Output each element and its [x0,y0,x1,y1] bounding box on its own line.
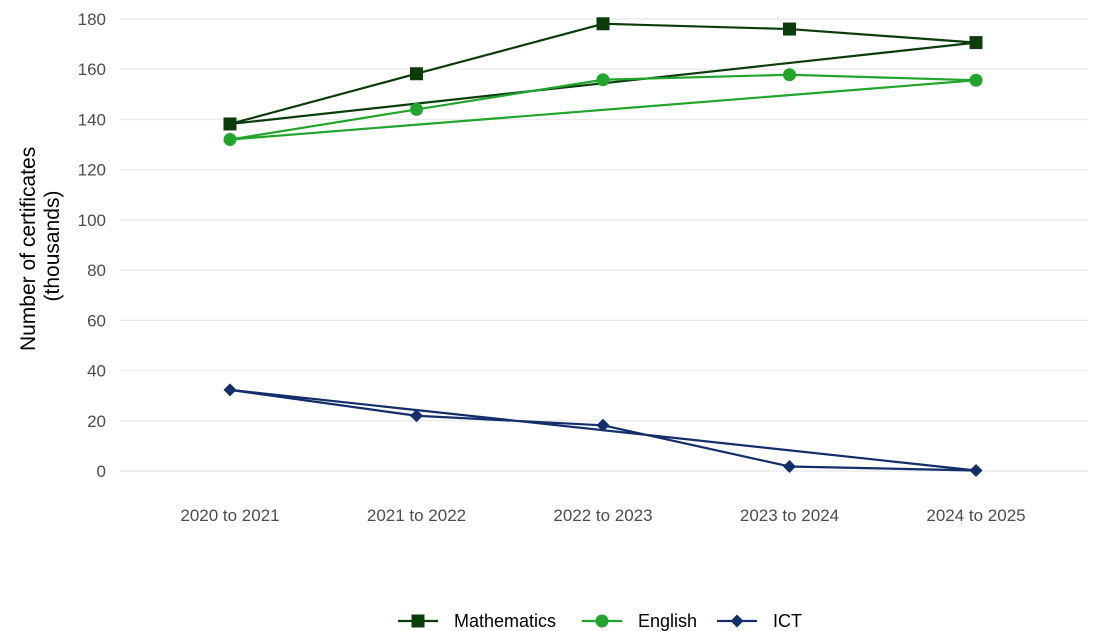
y-tick-label: 100 [78,211,106,230]
data-point [969,73,983,87]
y-tick-label: 160 [78,60,106,79]
y-tick-label: 140 [78,110,106,129]
y-tick-label: 0 [97,462,106,481]
series-line [228,388,978,472]
data-point [596,17,610,31]
y-tick-label: 20 [87,412,106,431]
series-line [228,22,978,126]
legend-marker [411,614,425,628]
series-english [223,68,983,147]
y-axis-ticks: 0 20 40 60 80 100 120 140 160 180 [78,10,106,481]
data-point [783,22,796,36]
data-point [223,117,237,131]
x-tick-label: 2022 to 2023 [553,506,652,525]
legend-label: English [638,611,697,631]
legend-item-ict: ICT [717,611,802,631]
data-point [969,463,983,477]
y-tick-label: 120 [78,161,106,180]
data-point [596,418,610,432]
x-axis-ticks: 2020 to 2021 2021 to 2022 2022 to 2023 2023… [180,506,1025,525]
legend-item-english: English [582,611,697,631]
data-point [410,102,423,116]
data-point [223,383,237,397]
series-mathematics [223,17,983,131]
data-point [410,409,423,423]
legend-marker [730,614,744,628]
y-axis-title: Number of certificates (thousands) [17,141,64,351]
gridlines [120,18,1088,472]
data-point [783,459,796,473]
data-point [783,68,796,82]
x-tick-label: 2024 to 2025 [926,506,1025,525]
y-tick-label: 40 [87,362,106,381]
data-point [410,67,423,81]
data-point [969,36,983,50]
series-line [228,73,978,141]
y-tick-label: 180 [78,10,106,29]
data-point [596,73,610,87]
y-tick-label: 60 [87,311,106,330]
series-ict [223,383,983,477]
legend-item-mathematics: Mathematics [398,611,556,631]
legend-label: Mathematics [454,611,556,631]
y-tick-label: 80 [87,261,106,280]
y-axis-title-line-1: Number of certificates [17,147,40,351]
data-point [223,133,237,147]
legend-marker [595,614,609,628]
x-tick-label: 2021 to 2022 [367,506,466,525]
series-group [223,17,983,477]
legend: Mathematics English ICT [398,611,802,631]
legend-label: ICT [773,611,802,631]
x-tick-label: 2020 to 2021 [180,506,279,525]
x-tick-label: 2023 to 2024 [740,506,839,525]
y-axis-title-line-2: (thousands) [41,191,64,302]
